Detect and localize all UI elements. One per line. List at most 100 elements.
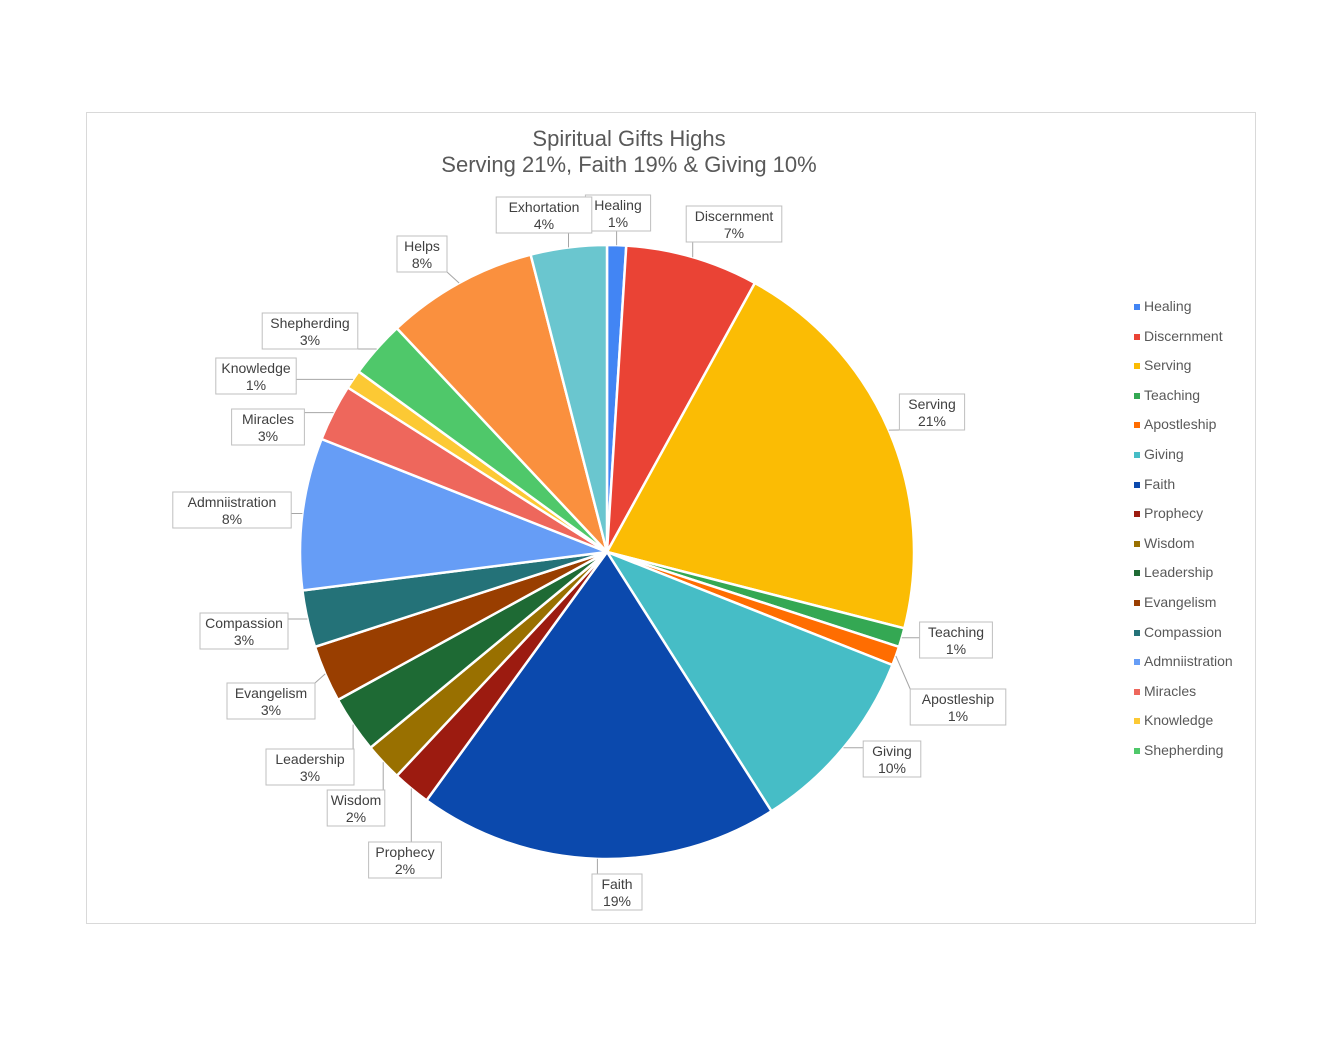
legend-label: Teaching <box>1144 386 1201 403</box>
data-label-percent: 10% <box>878 760 906 776</box>
data-label-name: Wisdom <box>331 792 382 808</box>
data-label-box <box>685 205 783 243</box>
data-label-box <box>215 357 297 395</box>
slice-admniistration[interactable] <box>298 437 608 592</box>
legend-swatch <box>1134 511 1140 518</box>
legend-label: Faith <box>1144 475 1176 492</box>
data-label-name: Teaching <box>928 624 984 640</box>
data-label-percent: 8% <box>222 511 242 527</box>
legend-item-knowledge[interactable]: Knowledge <box>1134 712 1244 742</box>
data-label-box <box>226 682 316 720</box>
legend-item-giving[interactable]: Giving <box>1134 446 1244 476</box>
data-label-name: Discernment <box>695 208 774 224</box>
data-label-box <box>199 612 289 650</box>
legend-item-faith[interactable]: Faith <box>1134 476 1244 506</box>
data-label-name: Compassion <box>205 615 283 631</box>
legend-label: Serving <box>1144 357 1192 374</box>
data-label-box <box>265 748 355 786</box>
data-label-percent: 3% <box>234 632 254 648</box>
data-label-box <box>495 196 593 234</box>
legend-label: Miracles <box>1144 682 1197 699</box>
data-label-box <box>591 873 643 911</box>
chart-legend: Healing Discernment Serving Teaching Apostle… <box>1134 298 1244 772</box>
legend-item-admniistration[interactable]: Admniistration <box>1134 653 1244 683</box>
legend-label: Apostleship <box>1144 416 1217 433</box>
slice-helps[interactable] <box>395 253 609 553</box>
data-label-percent: 2% <box>395 861 415 877</box>
data-label-percent: 1% <box>246 377 266 393</box>
legend-label: Prophecy <box>1144 505 1204 522</box>
legend-swatch <box>1134 451 1140 458</box>
legend-item-leadership[interactable]: Leadership <box>1134 564 1244 594</box>
data-label-box <box>326 789 386 827</box>
data-label-box <box>368 841 442 879</box>
legend-swatch <box>1134 599 1140 606</box>
data-label-name: Leadership <box>275 751 344 767</box>
data-label-box <box>231 408 305 446</box>
slice-exhortation[interactable] <box>529 243 609 553</box>
data-label-percent: 1% <box>608 214 628 230</box>
legend-swatch <box>1134 747 1140 754</box>
legend-swatch <box>1134 540 1140 547</box>
legend-item-compassion[interactable]: Compassion <box>1134 624 1244 654</box>
data-label-percent: 4% <box>534 216 554 232</box>
legend-swatch <box>1134 629 1140 636</box>
legend-item-apostleship[interactable]: Apostleship <box>1134 416 1244 446</box>
data-label-box <box>261 312 359 350</box>
data-label-name: Faith <box>601 876 632 892</box>
legend-swatch <box>1134 688 1140 695</box>
legend-item-healing[interactable]: Healing <box>1134 298 1244 328</box>
data-label-percent: 3% <box>300 768 320 784</box>
legend-item-prophecy[interactable]: Prophecy <box>1134 505 1244 535</box>
legend-item-discernment[interactable]: Discernment <box>1134 328 1244 358</box>
legend-label: Shepherding <box>1144 741 1224 758</box>
legend-swatch <box>1134 570 1140 577</box>
legend-item-teaching[interactable]: Teaching <box>1134 387 1244 417</box>
legend-label: Knowledge <box>1144 712 1214 729</box>
data-label-box <box>862 740 922 778</box>
legend-label: Admniistration <box>1144 653 1233 670</box>
data-label-percent: 19% <box>603 893 631 909</box>
chart-title: Spiritual Gifts Highs <box>532 126 726 151</box>
leader-lines <box>288 231 920 874</box>
data-label-name: Giving <box>872 743 912 759</box>
legend-swatch <box>1134 718 1140 725</box>
legend-swatch <box>1134 392 1140 399</box>
legend-item-evangelism[interactable]: Evangelism <box>1134 594 1244 624</box>
slice-serving[interactable] <box>605 281 916 630</box>
data-label-box <box>898 393 966 431</box>
legend-item-shepherding[interactable]: Shepherding <box>1134 742 1244 772</box>
legend-label: Giving <box>1144 445 1184 462</box>
legend-label: Leadership <box>1144 564 1214 581</box>
legend-item-wisdom[interactable]: Wisdom <box>1134 535 1244 565</box>
legend-label: Healing <box>1144 298 1192 314</box>
data-label-box <box>909 688 1007 726</box>
chart-title-block: Spiritual Gifts Highs Serving 21%, Faith… <box>86 126 1172 178</box>
legend-swatch <box>1134 481 1140 488</box>
legend-item-serving[interactable]: Serving <box>1134 357 1244 387</box>
legend-swatch <box>1134 333 1140 340</box>
legend-label: Wisdom <box>1144 534 1195 551</box>
legend-swatch <box>1134 363 1140 370</box>
data-label-percent: 8% <box>412 255 432 271</box>
data-label-name: Helps <box>404 238 440 254</box>
data-label-percent: 1% <box>948 708 968 724</box>
data-label-name: Evangelism <box>235 685 307 701</box>
data-label-name: Shepherding <box>270 315 349 331</box>
data-label-percent: 3% <box>258 428 278 444</box>
pie-slices <box>298 243 916 861</box>
legend-item-miracles[interactable]: Miracles <box>1134 683 1244 713</box>
leader-line-evangelism <box>314 673 326 684</box>
